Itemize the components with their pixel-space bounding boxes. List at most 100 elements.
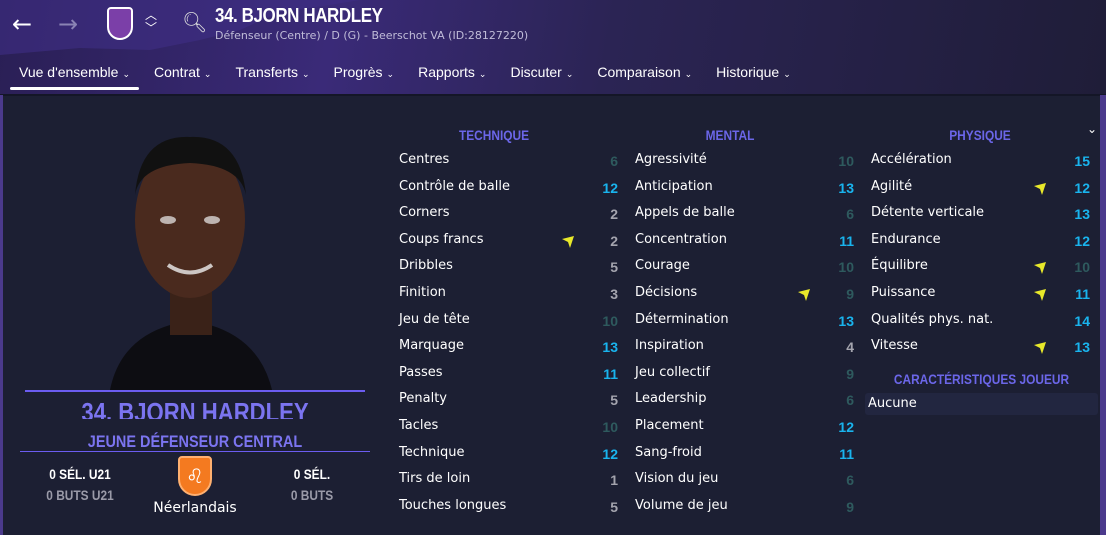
attribute-label[interactable]: Dribbles [399, 258, 453, 274]
attribute-value: 12 [1074, 232, 1090, 249]
attribute-label[interactable]: Équilibre [871, 258, 928, 274]
attribute-label[interactable]: Détermination [635, 311, 729, 327]
attribute-label[interactable]: Décisions [635, 285, 698, 300]
attribute-label[interactable]: Anticipation [635, 178, 713, 194]
attribute-value: 12 [1074, 179, 1090, 196]
tab-4[interactable]: Rapports ⌄ [409, 64, 495, 92]
tab-0[interactable]: Vue d'ensemble ⌄ [10, 64, 139, 92]
attribute-label[interactable]: Placement [635, 418, 704, 433]
section-heading-physique: PHYSIQUE [949, 127, 1011, 143]
attribute-value: 10 [1074, 259, 1090, 276]
u21-caps: 0 SÉL. U21 [49, 466, 111, 482]
search-icon[interactable]: 🔍︎ [182, 10, 208, 34]
attribute-value: 13 [838, 179, 854, 196]
club-crest[interactable] [107, 7, 133, 40]
attribute-value: 15 [1074, 153, 1090, 169]
attribute-value: 13 [602, 339, 618, 356]
attribute-value: 10 [838, 153, 854, 169]
attribute-label[interactable]: Agilité [871, 178, 913, 194]
tab-3[interactable]: Progrès ⌄ [325, 64, 404, 92]
tab-2[interactable]: Transferts ⌄ [226, 64, 318, 92]
attribute-label[interactable]: Vision du jeu [635, 471, 719, 487]
tab-5[interactable]: Discuter ⌄ [501, 64, 582, 92]
attribute-label[interactable]: Volume de jeu [635, 497, 728, 513]
attribute-value: 4 [846, 339, 854, 356]
chevron-down-icon[interactable]: ⌄ [1087, 122, 1098, 136]
attribute-label[interactable]: Centres [399, 152, 450, 167]
tab-1[interactable]: Contrat ⌄ [145, 64, 220, 92]
traits-heading: CARACTÉRISTIQUES JOUEUR [893, 371, 1070, 387]
player-photo [110, 136, 272, 390]
tab-7[interactable]: Historique ⌄ [707, 64, 800, 92]
senior-goals: 0 BUTS [290, 487, 334, 503]
attribute-value: 6 [846, 472, 854, 489]
attribute-value: 5 [610, 392, 618, 409]
attribute-value: 13 [1074, 206, 1090, 223]
arrow-right-icon[interactable]: → [58, 10, 79, 38]
attribute-label[interactable]: Penalty [399, 391, 447, 407]
divider [20, 451, 370, 452]
attribute-value: 12 [838, 419, 854, 435]
progress-arrow-icon [1034, 289, 1046, 301]
chevron-up-down-icon[interactable]: ︿ ﹀ [145, 8, 158, 35]
nation-crest-icon[interactable]: ♌ [178, 456, 212, 496]
attribute-label[interactable]: Courage [635, 258, 690, 274]
attribute-label[interactable]: Concentration [635, 231, 727, 247]
progress-arrow-icon [562, 235, 574, 248]
chevron-down-icon: ⌄ [783, 69, 791, 79]
attribute-value: 10 [602, 312, 618, 329]
attribute-label[interactable]: Vitesse [871, 338, 918, 354]
attribute-value: 6 [846, 206, 854, 223]
attribute-label[interactable]: Agressivité [635, 152, 707, 167]
attribute-value: 2 [610, 232, 618, 249]
attribute-label[interactable]: Endurance [871, 231, 941, 247]
attribute-value: 3 [610, 286, 618, 302]
attribute-value: 11 [603, 365, 618, 382]
attribute-label[interactable]: Tirs de loin [399, 471, 471, 487]
attribute-label[interactable]: Marquage [399, 338, 465, 354]
attribute-label[interactable]: Appels de balle [635, 205, 735, 221]
attribute-label[interactable]: Qualités phys. nat. [871, 311, 994, 327]
attribute-label[interactable]: Coups francs [399, 231, 484, 247]
attribute-label[interactable]: Contrôle de balle [399, 178, 510, 194]
tab-label: Rapports [418, 64, 475, 80]
attribute-label[interactable]: Technique [399, 444, 465, 460]
senior-caps: 0 SÉL. [293, 466, 331, 482]
scrollbar[interactable] [1100, 95, 1106, 535]
attribute-label[interactable]: Sang-froid [635, 444, 702, 460]
attribute-label[interactable]: Puissance [871, 285, 936, 300]
traits-list: Aucune [865, 393, 1098, 415]
attribute-label[interactable]: Accélération [871, 152, 952, 167]
attribute-value: 6 [610, 153, 618, 169]
attribute-label[interactable]: Jeu collectif [635, 364, 710, 380]
arrow-left-icon[interactable]: ← [12, 10, 33, 38]
tab-6[interactable]: Comparaison ⌄ [588, 64, 701, 92]
attribute-label[interactable]: Touches longues [399, 497, 507, 513]
attribute-label[interactable]: Tacles [399, 418, 439, 433]
tab-label: Transferts [235, 64, 298, 80]
attribute-value: 6 [846, 392, 854, 409]
progress-arrow-icon [1034, 342, 1046, 355]
tab-label: Vue d'ensemble [19, 64, 119, 80]
attribute-value: 11 [839, 232, 854, 249]
progress-arrow-icon [798, 289, 810, 301]
u21-goals: 0 BUTS U21 [46, 487, 114, 503]
chevron-down-icon: ⌄ [478, 69, 487, 79]
attribute-label[interactable]: Leadership [635, 391, 707, 407]
tab-bar: Vue d'ensemble ⌄ Contrat ⌄ Transferts ⌄ Progrè… [10, 64, 806, 92]
attribute-value: 10 [602, 419, 618, 435]
progress-arrow-icon [1034, 182, 1046, 195]
page-title: 34. BJORN HARDLEY [215, 5, 383, 27]
header: ← → ︿ ﹀ 🔍︎ 34. BJORN HARDLEY Défenseur (C… [0, 0, 1106, 95]
attribute-label[interactable]: Passes [399, 364, 443, 380]
nationality[interactable]: Néerlandais [153, 500, 237, 516]
attribute-value: 11 [1075, 286, 1090, 302]
divider [25, 390, 365, 392]
attribute-label[interactable]: Corners [399, 205, 450, 221]
attribute-label[interactable]: Détente verticale [871, 205, 985, 221]
tab-label: Contrat [154, 64, 200, 80]
attribute-label[interactable]: Finition [399, 285, 446, 300]
chevron-down-icon: ⌄ [122, 69, 130, 79]
attribute-label[interactable]: Inspiration [635, 338, 704, 354]
attribute-label[interactable]: Jeu de tête [399, 311, 470, 327]
